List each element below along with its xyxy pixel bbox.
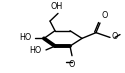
Text: HO: HO xyxy=(30,46,42,55)
Text: O: O xyxy=(112,32,118,41)
Text: O: O xyxy=(101,11,107,20)
Text: O: O xyxy=(69,60,75,69)
Text: HO: HO xyxy=(20,33,32,42)
Text: OH: OH xyxy=(51,2,63,11)
